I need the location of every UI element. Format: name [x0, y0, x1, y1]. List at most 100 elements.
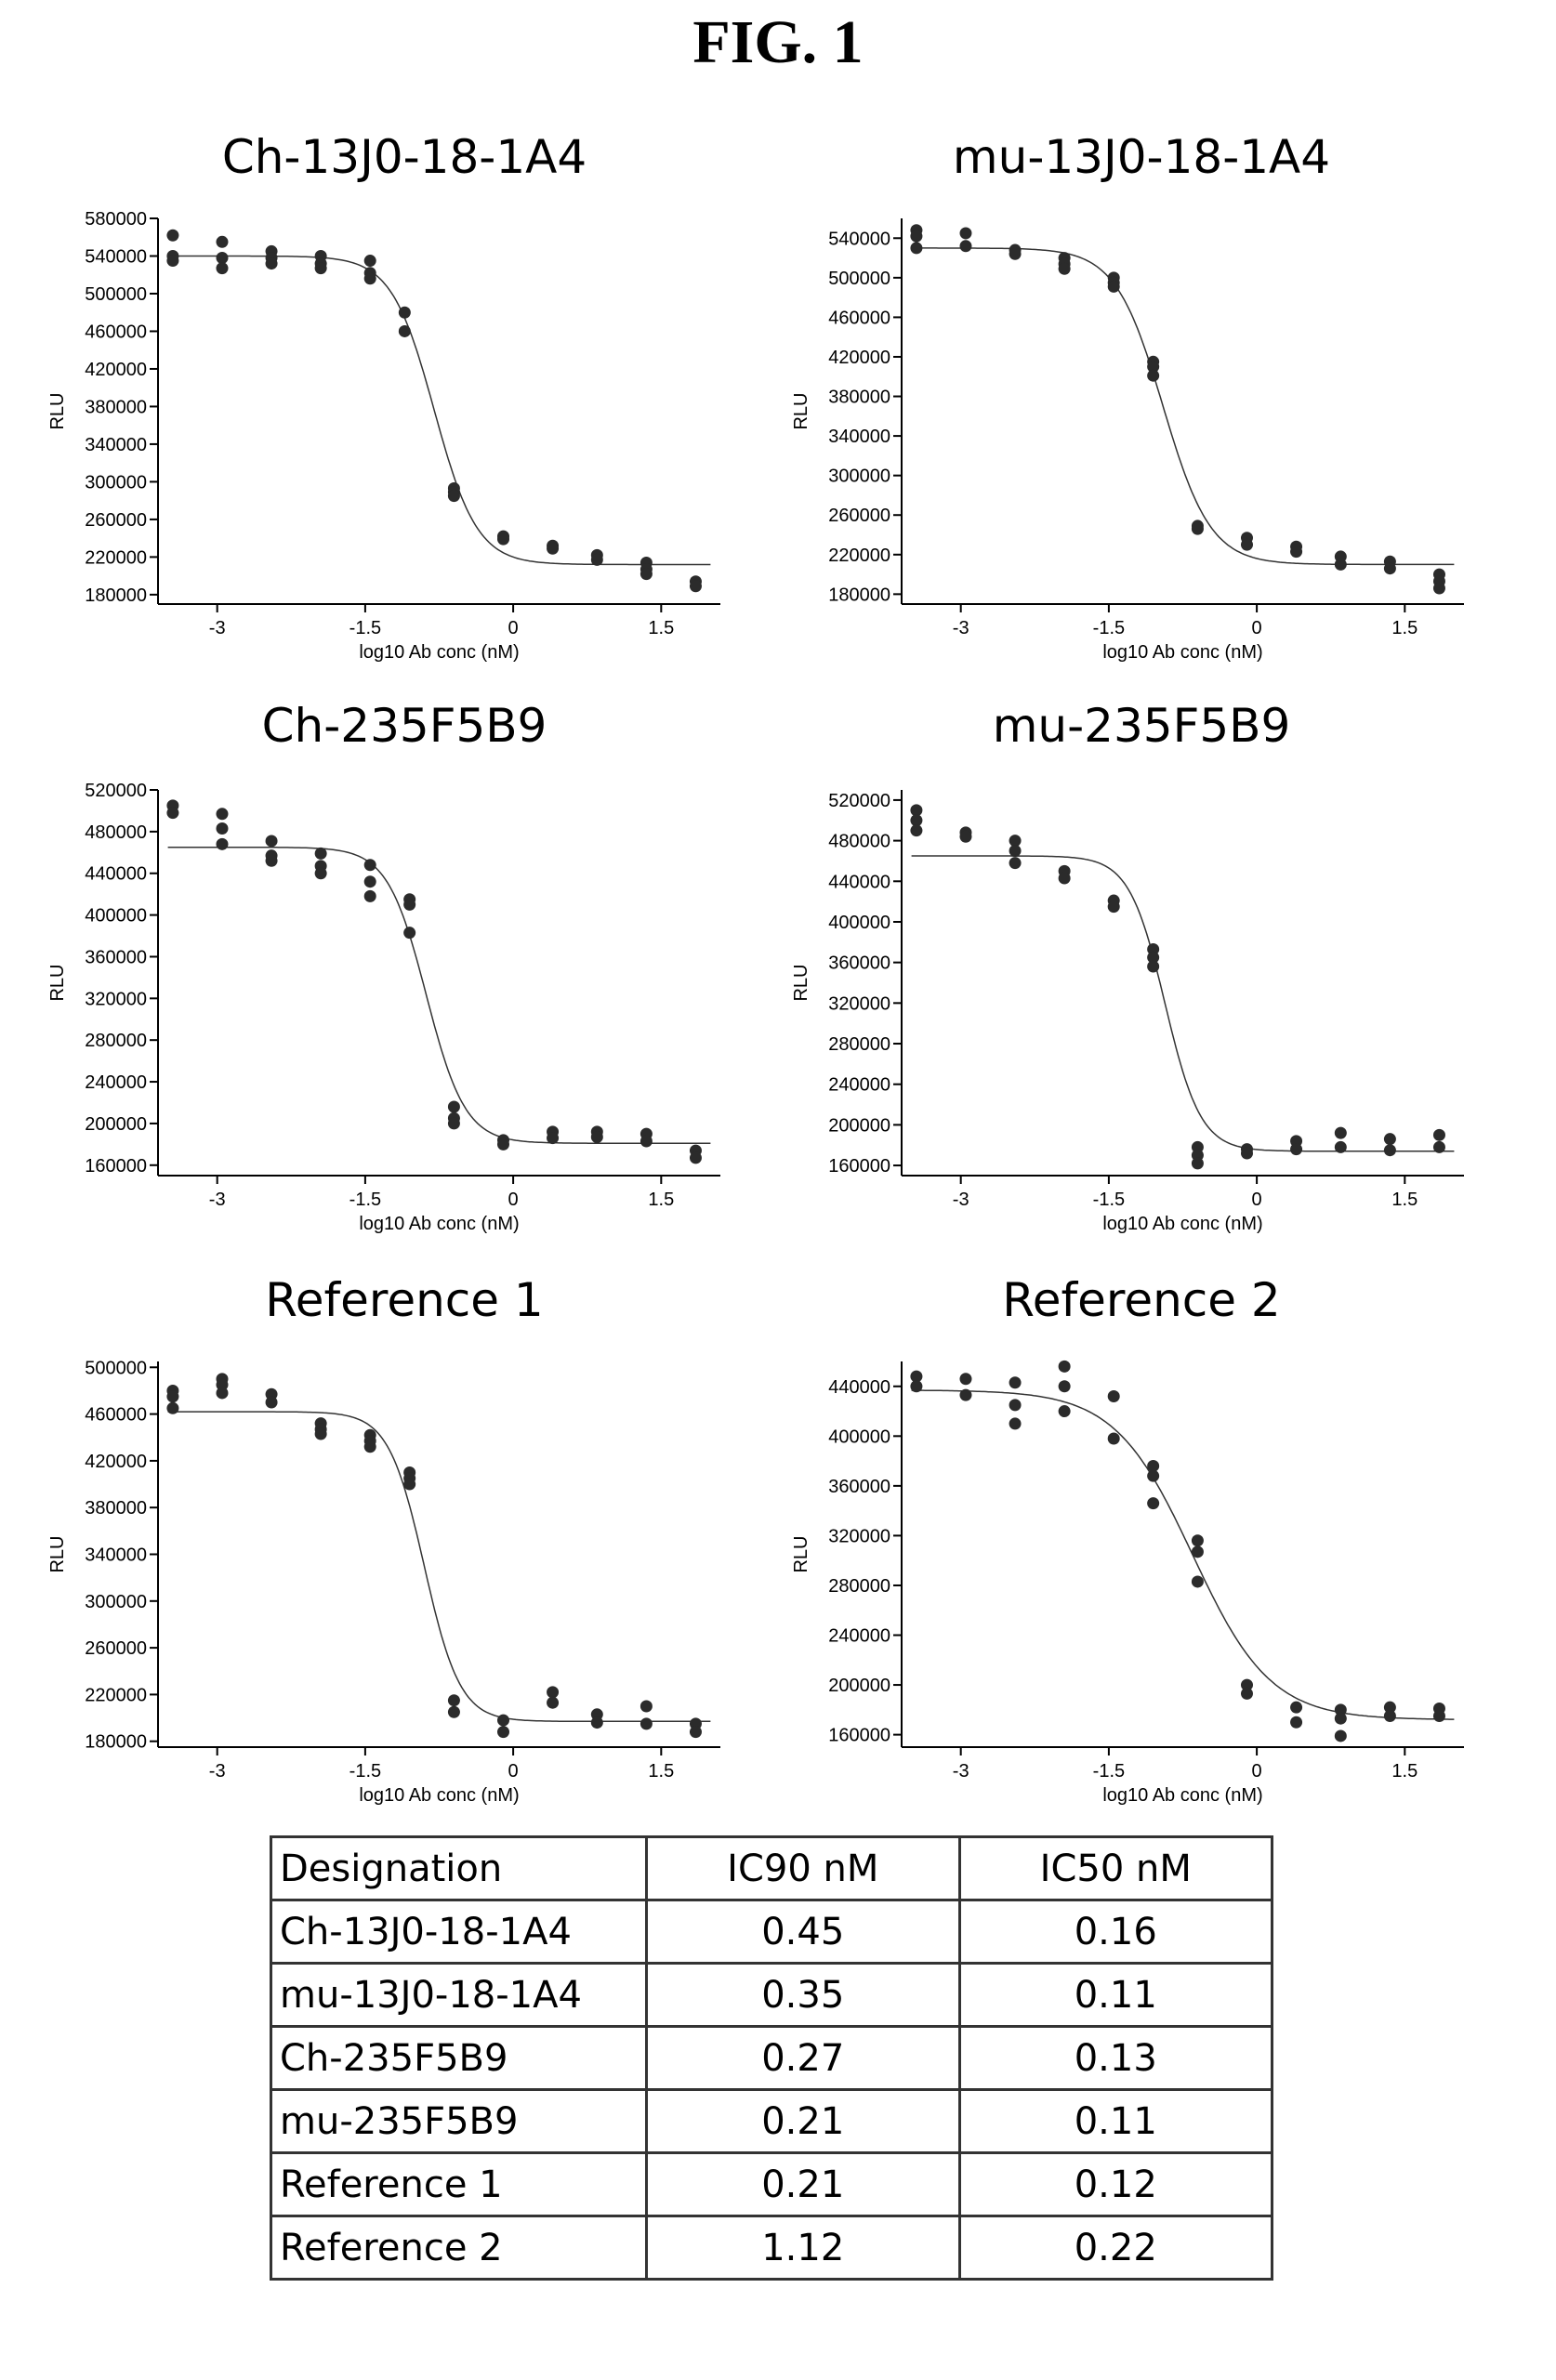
data-point: [216, 808, 228, 820]
y-tick-label: 460000: [85, 1405, 147, 1426]
data-point: [1009, 1399, 1022, 1411]
plot-ch-13j0-18-1a4: 1800002200002600003000003400003800004200…: [0, 186, 744, 678]
plot-mu-13j0-18-1a4: 1800002200002600003000003400003800004200…: [744, 186, 1487, 678]
data-point: [1290, 546, 1302, 558]
y-tick-label: 260000: [85, 1638, 147, 1659]
data-point: [1009, 857, 1022, 869]
data-point: [497, 1726, 509, 1738]
x-tick-label: -3: [209, 1190, 226, 1210]
data-point: [166, 807, 178, 819]
y-tick-label: 500000: [85, 1358, 147, 1378]
designation-cell: Ch-13J0-18-1A4: [271, 1900, 647, 1964]
y-tick-label: 420000: [85, 1452, 147, 1472]
data-point: [1335, 559, 1347, 571]
data-point: [1108, 1433, 1120, 1445]
data-point: [497, 1715, 509, 1727]
y-tick-label: 240000: [85, 1072, 147, 1093]
plot-reference-1: 1800002200002600003000003400003800004200…: [0, 1329, 744, 1821]
data-point: [1241, 1688, 1253, 1700]
y-tick-label: 460000: [828, 308, 890, 328]
y-tick-label: 180000: [828, 585, 890, 605]
y-tick-label: 300000: [85, 472, 147, 493]
ic90-cell: 0.21: [647, 2153, 960, 2216]
data-point: [1384, 1144, 1396, 1156]
data-point: [448, 490, 460, 502]
y-tick-label: 340000: [828, 427, 890, 447]
data-point: [910, 242, 922, 254]
x-tick-label: -3: [953, 618, 969, 638]
y-tick-label: 420000: [828, 348, 890, 368]
table-row: Ch-13J0-18-1A4 0.45 0.16: [271, 1900, 1272, 1964]
y-tick-label: 320000: [85, 989, 147, 1009]
data-point: [547, 1132, 559, 1144]
header-designation: Designation: [271, 1837, 647, 1900]
fit-curve: [912, 248, 1455, 565]
data-point: [315, 1427, 327, 1440]
fit-curve: [912, 856, 1455, 1151]
y-tick-label: 520000: [85, 781, 147, 801]
y-tick-label: 300000: [828, 467, 890, 487]
plot-ch-235f5b9: 1600002000002400002800003200003600004000…: [0, 757, 744, 1250]
y-tick-label: 200000: [85, 1114, 147, 1135]
data-point: [216, 262, 228, 274]
y-tick-label: 520000: [828, 791, 890, 811]
table-row: Ch-235F5B9 0.27 0.13: [271, 2027, 1272, 2090]
y-tick-label: 540000: [85, 246, 147, 267]
y-tick-label: 440000: [828, 872, 890, 892]
data-point: [1335, 1729, 1347, 1742]
data-point: [640, 1700, 653, 1712]
header-ic90: IC90 nM: [647, 1837, 960, 1900]
data-point: [166, 255, 178, 267]
data-point: [1335, 1127, 1347, 1139]
y-tick-label: 280000: [85, 1031, 147, 1051]
data-point: [364, 875, 376, 888]
fit-curve: [168, 256, 711, 565]
x-tick-label: -3: [953, 1761, 969, 1782]
y-tick-label: 400000: [828, 913, 890, 933]
data-point: [166, 1402, 178, 1414]
y-tick-label: 200000: [828, 1676, 890, 1696]
ic50-cell: 0.11: [959, 1964, 1272, 2027]
data-point: [1009, 1417, 1022, 1429]
y-tick-label: 160000: [828, 1156, 890, 1177]
data-point: [364, 890, 376, 902]
data-point: [1108, 1390, 1120, 1402]
y-tick-label: 380000: [828, 388, 890, 408]
data-point: [547, 1686, 559, 1698]
y-tick-label: 440000: [828, 1377, 890, 1398]
data-point: [640, 568, 653, 580]
plot-reference-2: 1600002000002400002800003200003600004000…: [744, 1329, 1487, 1821]
y-axis-label: RLU: [791, 1535, 811, 1572]
data-point: [216, 236, 228, 248]
data-point: [591, 554, 603, 566]
y-tick-label: 580000: [85, 209, 147, 230]
fit-curve: [168, 848, 711, 1143]
x-axis-label: log10 Ab conc (nM): [359, 642, 519, 663]
data-point: [1192, 1534, 1204, 1546]
data-point: [547, 1697, 559, 1709]
data-point: [497, 1138, 509, 1151]
data-point: [1147, 370, 1159, 382]
y-tick-label: 540000: [828, 229, 890, 249]
x-tick-label: 1.5: [1391, 1190, 1418, 1210]
data-point: [1009, 1376, 1022, 1388]
data-point: [216, 252, 228, 264]
x-axis-label: log10 Ab conc (nM): [359, 1785, 519, 1806]
data-point: [364, 1440, 376, 1453]
chart-title-reference-1: Reference 1: [79, 1273, 730, 1327]
y-tick-label: 180000: [85, 585, 147, 606]
data-point: [448, 1706, 460, 1718]
data-point: [166, 1390, 178, 1402]
data-point: [690, 1726, 702, 1738]
x-tick-label: 0: [1252, 1761, 1262, 1782]
designation-cell: Ch-235F5B9: [271, 2027, 647, 2090]
x-tick-label: -3: [209, 1761, 226, 1782]
data-point: [266, 835, 278, 847]
data-point: [403, 899, 415, 911]
x-axis-label: log10 Ab conc (nM): [1102, 642, 1262, 663]
x-tick-label: -1.5: [349, 1761, 381, 1782]
ic50-cell: 0.16: [959, 1900, 1272, 1964]
x-tick-label: 0: [508, 618, 519, 638]
y-tick-label: 200000: [828, 1115, 890, 1136]
data-point: [591, 1716, 603, 1729]
